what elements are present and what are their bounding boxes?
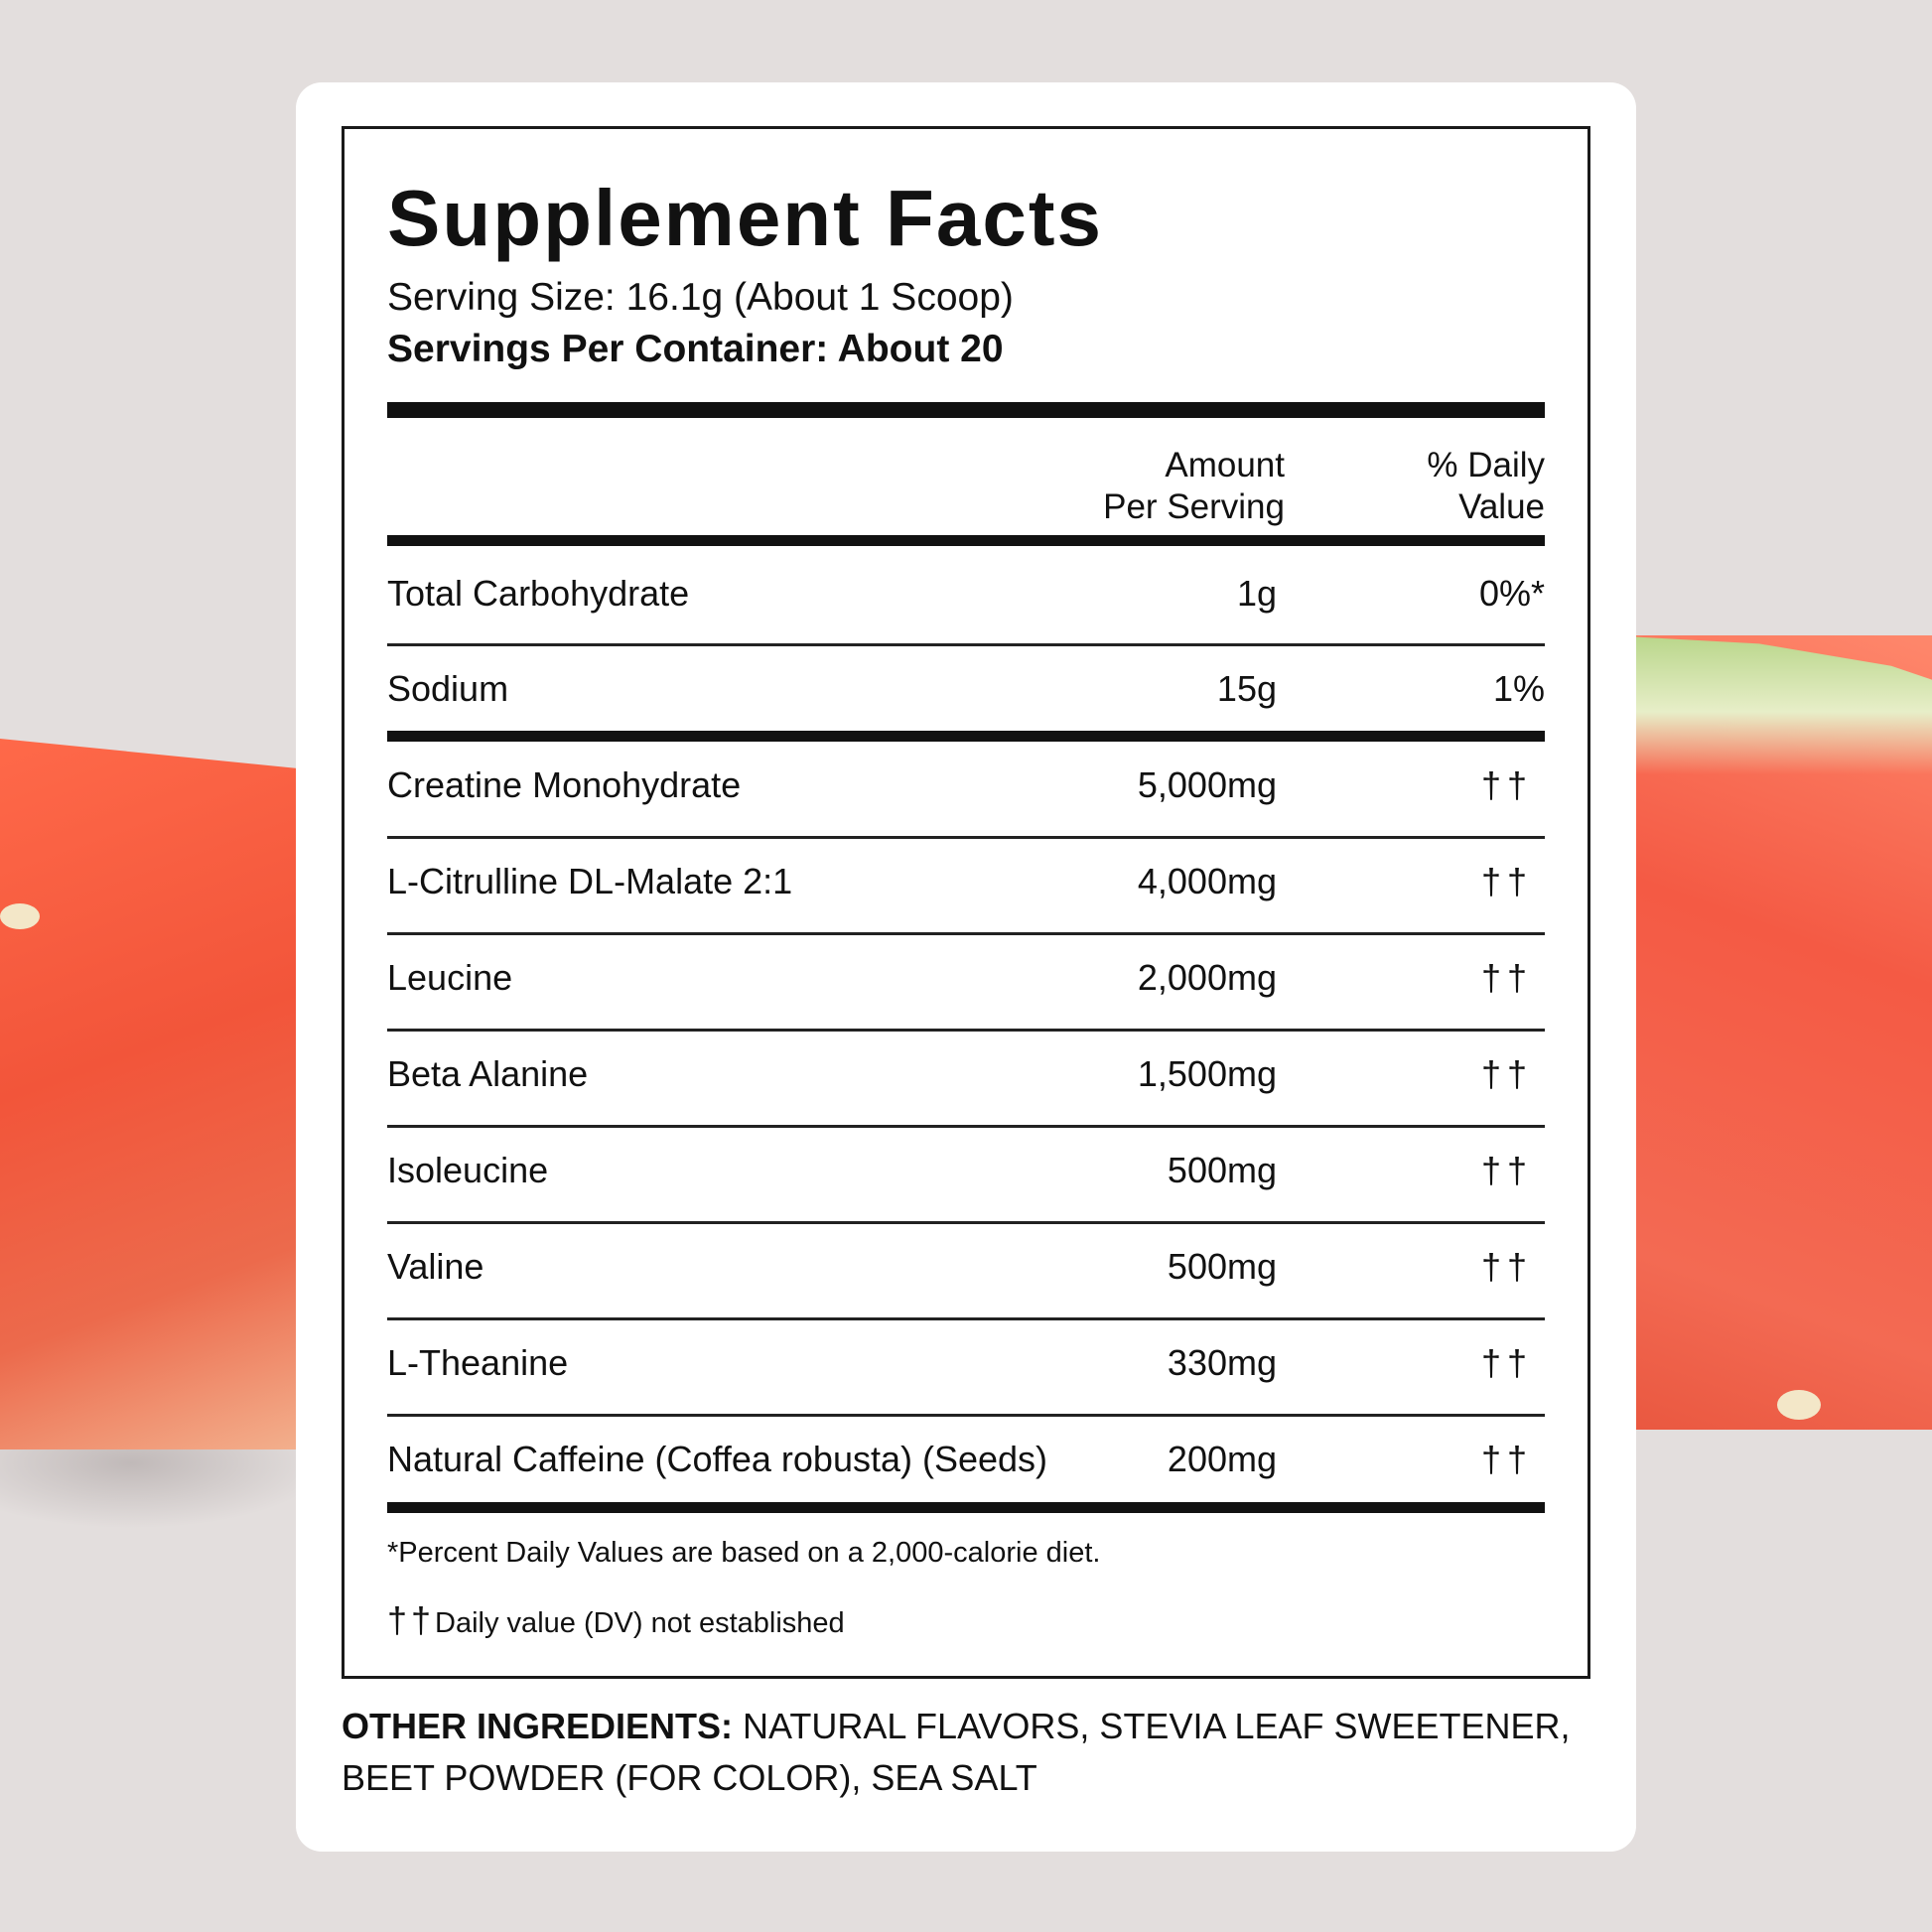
nutrient-daily-value: 0%* <box>1478 573 1545 614</box>
watermelon-seed <box>0 903 40 929</box>
table-row: Valine 500mg †† <box>387 1219 1545 1314</box>
ingredient-amount: 500mg <box>1167 1150 1277 1190</box>
column-header-daily-value: % Daily Value <box>1427 445 1545 528</box>
column-header-amount: Amount Per Serving <box>1103 445 1285 528</box>
ingredient-name: Creatine Monohydrate <box>387 764 742 805</box>
ingredient-daily-value: †† <box>1480 1246 1533 1287</box>
column-header-dv-line1: % Daily <box>1427 446 1545 484</box>
ingredient-daily-value: †† <box>1480 957 1533 998</box>
ingredient-daily-value: †† <box>1480 764 1533 805</box>
table-row: Beta Alanine 1,500mg †† <box>387 1027 1545 1122</box>
ingredient-name: Natural Caffeine (Coffea robusta) (Seeds… <box>387 1440 1047 1479</box>
row-divider <box>387 1317 1545 1320</box>
table-row: Total Carbohydrate 1g 0%* <box>387 546 1545 641</box>
row-divider <box>387 836 1545 839</box>
ingredient-name-main: Natural Caffeine <box>387 1439 645 1479</box>
nutrient-amount: 15g <box>1216 668 1277 709</box>
row-divider <box>387 932 1545 935</box>
servings-per-container: Servings Per Container: About 20 <box>387 328 1004 370</box>
ingredient-amount: 500mg <box>1167 1246 1277 1287</box>
dagger-symbol: †† <box>387 1599 436 1640</box>
ingredient-daily-value: †† <box>1480 1342 1533 1383</box>
footnote-percent-dv: *Percent Daily Values are based on a 2,0… <box>387 1537 1101 1569</box>
divider-thick <box>387 402 1545 418</box>
divider-header <box>387 535 1545 546</box>
other-ingredients-text: NATURAL FLAVORS, STEVIA LEAF SWEETENER, … <box>342 1706 1571 1798</box>
label-card: Supplement Facts Serving Size: 16.1g (Ab… <box>296 82 1636 1852</box>
ingredient-name: Isoleucine <box>387 1150 549 1190</box>
ingredient-name: Beta Alanine <box>387 1053 589 1094</box>
column-header-amount-line2: Per Serving <box>1103 487 1285 526</box>
table-row: L-Citrulline DL-Malate 2:1 4,000mg †† <box>387 834 1545 929</box>
divider-section <box>387 731 1545 742</box>
row-divider <box>387 1029 1545 1032</box>
serving-size: Serving Size: 16.1g (About 1 Scoop) <box>387 276 1014 319</box>
ingredient-amount: 1,500mg <box>1137 1053 1277 1094</box>
ingredient-daily-value: †† <box>1480 861 1533 901</box>
divider-bottom <box>387 1502 1545 1513</box>
supplement-facts-panel: Supplement Facts Serving Size: 16.1g (Ab… <box>342 126 1590 1679</box>
ingredient-name-source: (Coffea robusta) (Seeds) <box>654 1439 1048 1479</box>
ingredient-name: Valine <box>387 1246 484 1287</box>
ingredient-name: L-Theanine <box>387 1342 569 1383</box>
row-divider <box>387 643 1545 646</box>
nutrient-name: Sodium <box>387 668 509 709</box>
ingredient-amount: 200mg <box>1167 1439 1277 1479</box>
column-header-dv-line2: Value <box>1458 487 1545 526</box>
table-row: Natural Caffeine (Coffea robusta) (Seeds… <box>387 1412 1545 1507</box>
table-row: Creatine Monohydrate 5,000mg †† <box>387 738 1545 833</box>
table-row: Leucine 2,000mg †† <box>387 930 1545 1026</box>
ingredient-daily-value: †† <box>1480 1150 1533 1190</box>
ingredient-amount: 2,000mg <box>1137 957 1277 998</box>
ingredient-daily-value: †† <box>1480 1053 1533 1094</box>
table-row: Isoleucine 500mg †† <box>387 1123 1545 1218</box>
row-divider <box>387 1125 1545 1128</box>
table-row: L-Theanine 330mg †† <box>387 1315 1545 1411</box>
panel-title: Supplement Facts <box>387 174 1104 262</box>
footnote-dagger-text: Daily value (DV) not established <box>435 1607 845 1639</box>
watermelon-slice-left <box>0 735 318 1449</box>
ingredient-amount: 5,000mg <box>1137 764 1277 805</box>
nutrient-name: Total Carbohydrate <box>387 573 690 614</box>
ingredient-amount: 4,000mg <box>1137 861 1277 901</box>
ingredient-amount: 330mg <box>1167 1342 1277 1383</box>
nutrient-daily-value: 1% <box>1492 668 1545 709</box>
other-ingredients: OTHER INGREDIENTS: NATURAL FLAVORS, STEV… <box>342 1701 1602 1804</box>
watermelon-seed <box>1777 1390 1821 1420</box>
row-divider <box>387 1414 1545 1417</box>
column-header-amount-line1: Amount <box>1165 446 1285 484</box>
table-row: Sodium 15g 1% <box>387 641 1545 737</box>
ingredient-name: L-Citrulline DL-Malate 2:1 <box>387 861 793 901</box>
ingredient-daily-value: †† <box>1480 1439 1533 1479</box>
nutrient-amount: 1g <box>1236 573 1277 614</box>
other-ingredients-label: OTHER INGREDIENTS: <box>342 1706 734 1746</box>
footnote-dagger: ††Daily value (DV) not established <box>387 1602 845 1638</box>
ingredient-name: Leucine <box>387 957 513 998</box>
row-divider <box>387 1221 1545 1224</box>
